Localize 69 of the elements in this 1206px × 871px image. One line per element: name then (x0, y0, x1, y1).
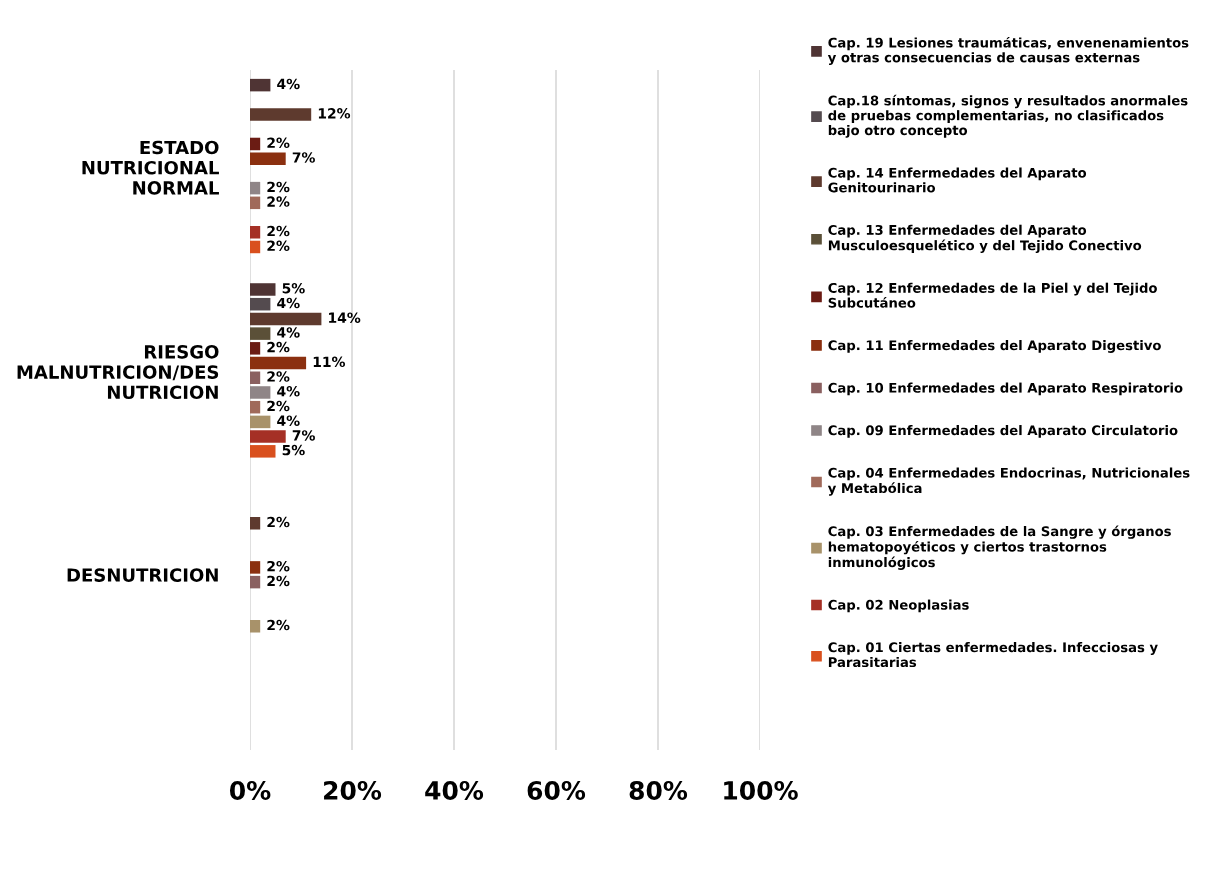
bar (250, 152, 286, 165)
bar (250, 312, 322, 326)
x-tick-label: 80% (629, 781, 688, 800)
legend-label: Cap. 11 Enfermedades del Aparato Digestivo (828, 340, 1161, 353)
y-tick-label: DESNUTRICION (67, 568, 218, 582)
legend-label: Cap.18 síntomas, signos y resultados anormales de pruebas complementarias, no clasificados bajo otro concepto (828, 94, 1188, 138)
data-label: 2% (267, 400, 290, 412)
data-label: 4% (277, 386, 300, 397)
y-tick-label: ESTADO NUTRICIONAL NORMAL (82, 140, 219, 195)
bar (250, 415, 271, 429)
data-label: 11% (313, 356, 346, 368)
bar (250, 620, 261, 633)
legend-label: Cap. 04 Enfermedades Endocrinas, Nutricionales y Metabólica (827, 467, 1190, 496)
data-label: 7% (292, 152, 315, 163)
bar (250, 371, 261, 385)
data-label: 7% (292, 430, 315, 441)
x-tick-label: 60% (527, 781, 586, 800)
x-tick-label: 40% (425, 781, 484, 800)
data-label: 2% (267, 341, 290, 353)
legend-label: Cap. 14 Enfermedades del Aparato Genitourinario (828, 167, 1087, 193)
legend-label: Cap. 02 Neoplasias (828, 599, 969, 613)
x-tick-label: 0% (229, 781, 271, 800)
bar (250, 78, 271, 92)
data-label: 2% (267, 225, 290, 237)
data-label: 4% (277, 78, 300, 90)
legend-label: Cap. 03 Enfermedades de la Sangre y órganos hematopoyéticos y ciertos trastornos inmunológicos (828, 525, 1171, 570)
bar (250, 240, 261, 254)
data-label: 2% (267, 240, 290, 251)
bar (250, 430, 286, 443)
bar (250, 517, 261, 530)
legend-label: Cap. 09 Enfermedades del Aparato Circulatorio (828, 425, 1178, 438)
data-label: 5% (282, 444, 305, 456)
data-label: 4% (277, 415, 300, 426)
data-label: 2% (267, 619, 290, 631)
bar (250, 108, 312, 121)
bar (250, 181, 261, 195)
bar (250, 137, 261, 151)
data-label: 2% (267, 181, 290, 193)
bar (250, 226, 261, 239)
bar (250, 561, 261, 574)
data-label: 2% (267, 575, 290, 587)
bar (250, 575, 261, 589)
bar (250, 342, 261, 355)
data-label: 14% (329, 312, 361, 323)
data-label: 12% (318, 108, 351, 119)
x-tick-label: 100% (724, 781, 798, 800)
legend-label: Cap. 12 Enfermedades de la Piel y del Tejido Subcutáneo (828, 282, 1157, 308)
data-label: 5% (282, 283, 305, 294)
bar (250, 297, 271, 311)
data-label: 2% (267, 560, 290, 572)
data-label: 2% (267, 137, 290, 149)
bar (250, 445, 276, 458)
data-label: 2% (267, 371, 290, 382)
bar (250, 356, 307, 370)
legend-label: Cap. 01 Ciertas enfermedades. Infecciosas y Parasitarias (828, 642, 1158, 668)
data-label: 4% (277, 327, 300, 338)
legend-label: Cap. 10 Enfermedades del Aparato Respiratorio (828, 382, 1183, 396)
legend-label: Cap. 13 Enfermedades del Aparato Musculoesquelético y del Tejido Conectivo (828, 224, 1142, 253)
bar (250, 327, 271, 340)
bar (250, 386, 271, 399)
x-tick-label: 20% (324, 781, 382, 800)
bar (250, 400, 261, 414)
data-label: 4% (277, 297, 300, 309)
legend-label: Cap. 19 Lesiones traumáticas, envenenamientos y otras consecuencias de causas externas (827, 36, 1189, 66)
data-label: 2% (267, 196, 290, 207)
bar (250, 283, 276, 296)
bar (250, 196, 261, 210)
data-label: 2% (267, 516, 290, 528)
y-tick-label: RIESGO MALNUTRICION/DES NUTRICION (17, 345, 219, 400)
